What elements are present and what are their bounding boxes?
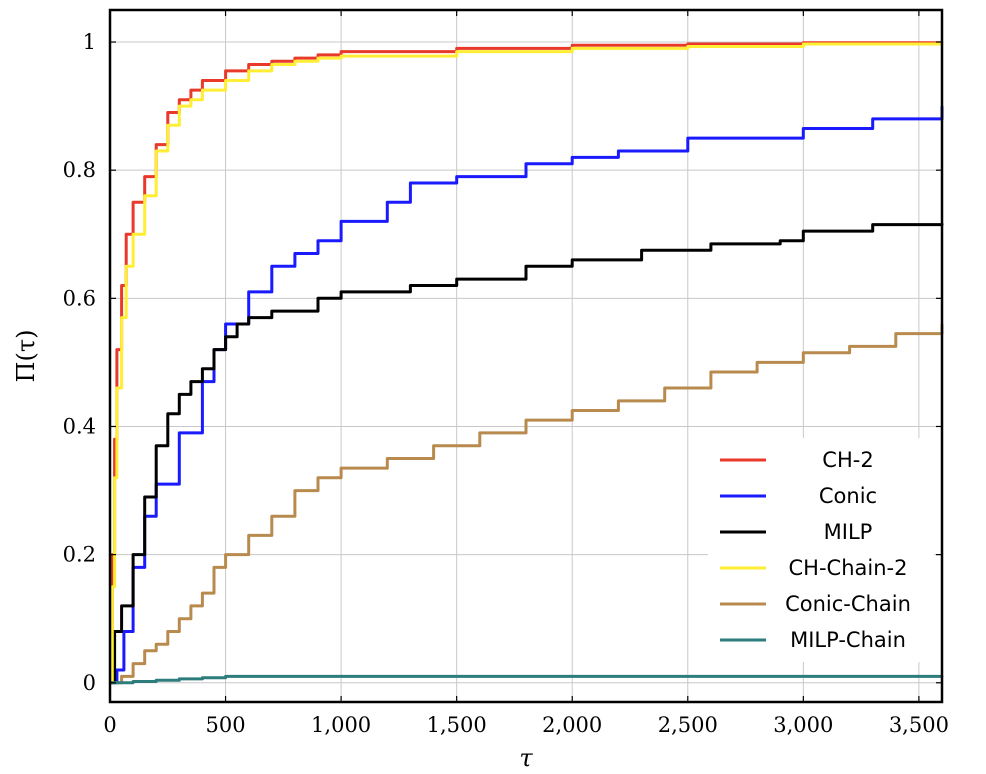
legend-box — [708, 438, 934, 662]
x-tick-label: 2,000 — [542, 713, 602, 737]
legend: CH-2 Conic MILP CH-Chain-2 Conic-Chain MILP-C… — [708, 438, 934, 662]
y-axis: 0 0.2 0.4 0.6 0.8 1 — [63, 30, 942, 695]
legend-label: MILP-Chain — [790, 628, 906, 652]
x-tick-label: 1,000 — [311, 713, 371, 737]
legend-label: Conic-Chain — [785, 592, 911, 616]
x-tick-label: 1,500 — [427, 713, 487, 737]
x-tick-label: 500 — [206, 713, 246, 737]
legend-label: CH-Chain-2 — [789, 556, 908, 580]
x-tick-label: 0 — [103, 713, 116, 737]
x-axis: 0 500 1,000 1,500 2,000 2,500 3,000 3,500 — [103, 10, 949, 737]
x-tick-label: 3,000 — [773, 713, 833, 737]
y-axis-title: Π(τ) — [12, 330, 40, 383]
x-axis-title: τ — [519, 744, 533, 772]
x-tick-label: 2,500 — [658, 713, 718, 737]
y-tick-label: 0 — [83, 671, 96, 695]
series-line-conic-chain — [110, 324, 944, 685]
series-line-milp-chain — [110, 674, 944, 685]
plot-frame — [108, 8, 944, 704]
series-layer — [110, 41, 944, 685]
y-tick-label: 0.6 — [63, 286, 96, 310]
legend-label: Conic — [819, 484, 877, 508]
y-tick-label: 0.4 — [63, 414, 96, 438]
legend-label: CH-2 — [822, 448, 873, 472]
y-tick-label: 1 — [83, 30, 96, 54]
y-tick-label: 0.2 — [63, 543, 96, 567]
y-tick-label: 0.8 — [63, 158, 96, 182]
x-tick-label: 3,500 — [889, 713, 949, 737]
series-line-milp — [110, 223, 944, 685]
legend-label: MILP — [824, 520, 873, 544]
series-line-ch-chain-2 — [110, 42, 944, 685]
